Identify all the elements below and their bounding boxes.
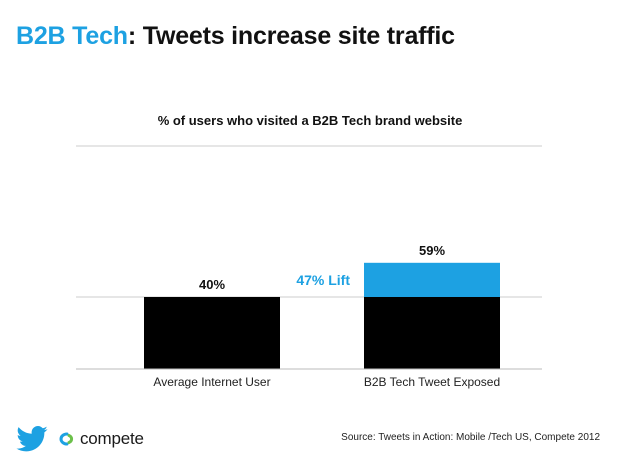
data-label-2: 59%: [419, 243, 445, 258]
chart-title: % of users who visited a B2B Tech brand …: [157, 113, 463, 128]
compete-logo-text: compete: [80, 429, 144, 448]
page-title: B2B Tech: Tweets increase site traffic: [16, 22, 455, 51]
category-label-2: B2B Tech Tweet Exposed: [364, 375, 500, 389]
source-note: Source: Tweets in Action: Mobile /Tech U…: [341, 432, 600, 443]
data-label-1: 40%: [199, 277, 225, 292]
lift-annotation: 47% Lift: [296, 272, 350, 288]
compete-logo: compete: [58, 429, 144, 449]
title-accent: B2B Tech: [16, 22, 128, 50]
bar-2: [364, 297, 500, 369]
category-label-1: Average Internet User: [153, 375, 270, 389]
bar-1: [144, 297, 280, 369]
twitter-bird-icon: [16, 426, 48, 452]
logo-group: compete: [14, 426, 144, 452]
bar-lift-segment: [364, 262, 500, 297]
title-rest: : Tweets increase site traffic: [127, 22, 455, 50]
compete-mark-icon: [59, 432, 74, 446]
